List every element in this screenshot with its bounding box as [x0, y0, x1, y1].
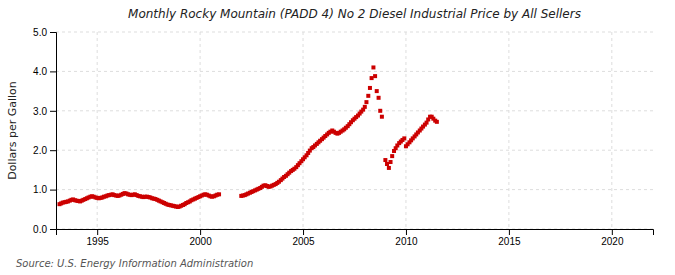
- y-grid-line: [56, 32, 653, 33]
- y-tick-mark: [50, 32, 56, 33]
- y-axis: 0.0 1.0 2.0 3.0 4.0 5.0: [33, 27, 56, 235]
- annotation: Source: U.S. Energy Information Administ…: [16, 258, 253, 269]
- y-tick: 1.0: [33, 184, 56, 195]
- x-tick-label: 1995: [87, 236, 110, 247]
- y-tick: 0.0: [33, 224, 56, 235]
- point: [389, 160, 393, 164]
- y-tick: 3.0: [33, 106, 56, 117]
- x-tick-label: 2015: [498, 236, 521, 247]
- y-tick-label: 5.0: [33, 27, 47, 38]
- y-grid-line: [56, 189, 653, 190]
- x-grid-line: [611, 32, 612, 229]
- y-tick-label: 3.0: [33, 106, 47, 117]
- x-tick-mark: [303, 229, 304, 235]
- chart: 1995 2000 2005 2010 2015 2020 0.0 1.0 2.0 3.0 4.0 5…: [0, 0, 675, 275]
- y-tick-mark: [50, 150, 56, 151]
- y-grid-line: [56, 150, 653, 151]
- x-tick: 2020: [601, 229, 624, 247]
- point: [373, 74, 377, 78]
- x-tick: 2005: [292, 229, 315, 247]
- point: [380, 115, 384, 119]
- point: [383, 158, 387, 162]
- point: [378, 109, 382, 113]
- x-grid-line: [508, 32, 509, 229]
- x-grid-line: [303, 32, 304, 229]
- y-tick-label: 2.0: [33, 145, 47, 156]
- x-tick-mark: [509, 229, 510, 235]
- x-tick: 1995: [87, 229, 110, 247]
- y-tick: 5.0: [33, 27, 56, 38]
- x-grid-line: [405, 32, 406, 229]
- y-tick-label: 0.0: [33, 224, 47, 235]
- x-tick: 2000: [189, 229, 212, 247]
- point: [402, 136, 406, 140]
- x-axis-line: [57, 230, 654, 236]
- point: [371, 65, 375, 69]
- x-axis: 1995 2000 2005 2010 2015 2020: [57, 229, 654, 247]
- point: [366, 94, 370, 98]
- x-tick: 2015: [498, 229, 521, 247]
- point: [364, 100, 368, 104]
- point: [375, 89, 379, 93]
- y-axis-title: Dollars per Gallon: [6, 81, 19, 180]
- points: [57, 65, 438, 208]
- y-grid-line: [56, 71, 653, 72]
- point: [387, 166, 391, 170]
- point: [377, 96, 381, 100]
- x-tick-label: 2000: [189, 236, 212, 247]
- x-tick-label: 2020: [601, 236, 624, 247]
- plot: 1995 2000 2005 2010 2015 2020 0.0 1.0 2.0 3.0 4.0 5…: [33, 27, 653, 247]
- y-tick: 2.0: [33, 145, 56, 156]
- point: [217, 192, 221, 196]
- y-tick-mark: [50, 71, 56, 72]
- y-axis-line: [50, 33, 57, 230]
- x-grid-line: [200, 32, 201, 229]
- point: [370, 76, 374, 80]
- point: [435, 120, 439, 124]
- y-tick: 4.0: [33, 66, 56, 77]
- x-tick-mark: [612, 229, 613, 235]
- x-tick-label: 2010: [395, 236, 418, 247]
- point: [363, 105, 367, 109]
- y-grid-line: [56, 110, 653, 111]
- x-tick-label: 2005: [292, 236, 315, 247]
- y-tick-mark: [50, 111, 56, 112]
- y-tick-label: 1.0: [33, 184, 47, 195]
- y-tick-mark: [50, 229, 56, 230]
- x-tick: 2010: [395, 229, 418, 247]
- title: Monthly Rocky Mountain (PADD 4) No 2 Die…: [128, 7, 581, 21]
- x-tick-mark: [97, 229, 98, 235]
- grid: [56, 32, 653, 229]
- x-tick-mark: [200, 229, 201, 235]
- point: [368, 86, 372, 90]
- point: [385, 162, 389, 166]
- x-tick-mark: [406, 229, 407, 235]
- y-tick-mark: [50, 190, 56, 191]
- point: [390, 154, 394, 158]
- y-tick-label: 4.0: [33, 66, 47, 77]
